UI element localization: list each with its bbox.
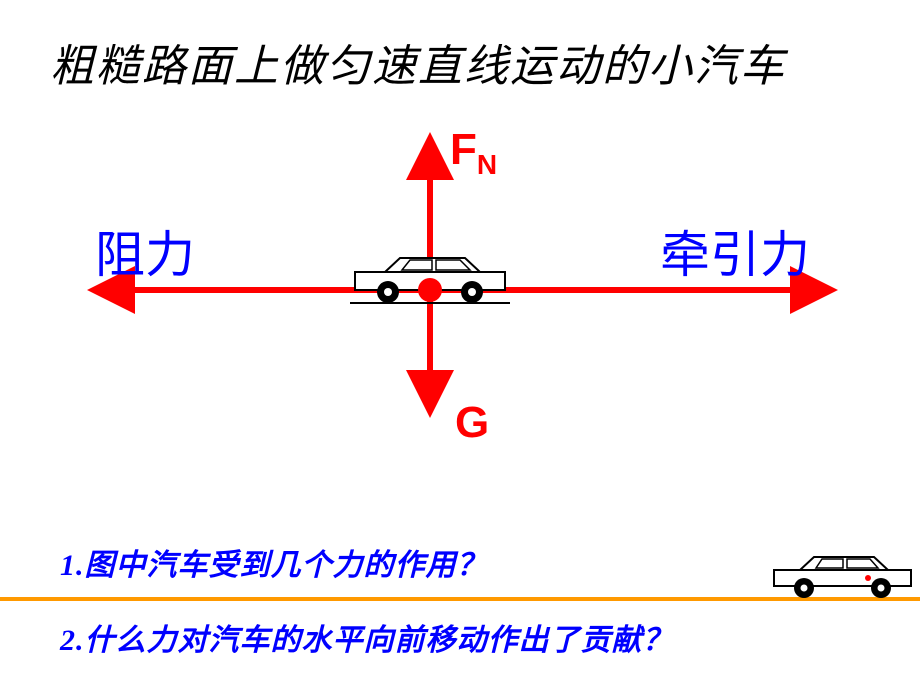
label-gravity: G	[455, 398, 489, 448]
question-2: 2.什么力对汽车的水平向前移动作出了贡献？	[60, 615, 674, 659]
label-normal-force: FN	[450, 125, 497, 181]
label-traction: 牵引力	[660, 215, 810, 287]
question-1: 1.图中汽车受到几个力的作用？	[60, 540, 488, 584]
label-resistance: 阻力	[95, 215, 195, 287]
center-point	[410, 270, 450, 310]
car-small	[770, 552, 915, 602]
